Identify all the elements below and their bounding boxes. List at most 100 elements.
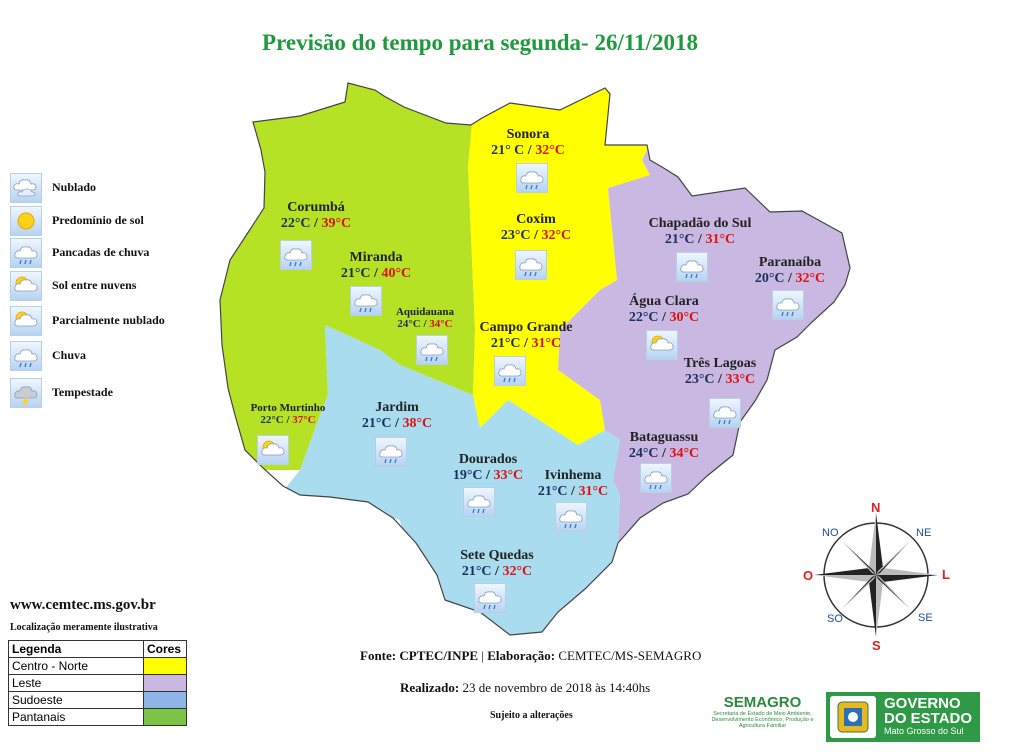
city-max-temp: 39°C bbox=[321, 216, 352, 231]
city-max-temp: 40°C bbox=[381, 266, 412, 281]
city-temps: 24°C / 34°C bbox=[628, 446, 700, 461]
city-temps: 23°C / 32°C bbox=[500, 228, 572, 243]
city-min-temp: 22°C bbox=[628, 310, 659, 325]
city-max-temp: 32°C bbox=[541, 228, 572, 243]
sun-icon bbox=[10, 206, 42, 236]
rain-icon bbox=[515, 250, 547, 280]
city-dourados: Dourados 19°C / 33°C bbox=[453, 452, 523, 484]
compass-no-label: NO bbox=[822, 527, 839, 539]
city-sete-quedas: Sete Quedas 21°C / 32°C bbox=[460, 548, 534, 580]
city-min-temp: 22°C bbox=[260, 414, 284, 426]
city-chapadao-do-sul: Chapadão do Sul 21°C / 31°C bbox=[649, 216, 752, 248]
source-line: Fonte: CPTEC/INPE | Elaboração: CEMTEC/M… bbox=[360, 648, 701, 664]
city-temps: 22°C / 37°C bbox=[260, 414, 316, 426]
rain-icon bbox=[474, 583, 506, 613]
color-row-sudoeste: Sudoeste bbox=[8, 691, 144, 709]
city-campo-grande: Campo Grande 21°C / 31°C bbox=[480, 320, 573, 352]
city-temps: 21°C / 40°C bbox=[340, 266, 412, 281]
sun-cloud-icon bbox=[10, 271, 42, 301]
city-temps: 20°C / 32°C bbox=[754, 271, 826, 286]
color-swatch-pantanais bbox=[143, 708, 187, 726]
legend-label: Parcialmente nublado bbox=[52, 313, 165, 327]
page-title: Previsão do tempo para segunda- 26/11/20… bbox=[262, 30, 698, 55]
color-table-header-color: Cores bbox=[143, 640, 187, 658]
city-temps: 21°C / 31°C bbox=[664, 232, 736, 247]
city-max-temp: 32°C bbox=[535, 143, 565, 158]
site-url[interactable]: www.cemtec.ms.gov.br bbox=[10, 597, 156, 613]
city-name: Sete Quedas bbox=[460, 548, 534, 563]
rain-icon bbox=[350, 286, 382, 316]
compass-ne-label: NE bbox=[916, 527, 932, 539]
city-min-temp: 23°C bbox=[684, 372, 715, 387]
city-name: Água Clara bbox=[629, 294, 699, 309]
city-max-temp: 31°C bbox=[578, 484, 609, 499]
city-name: Coxim bbox=[516, 212, 556, 227]
rain-icon bbox=[494, 356, 526, 386]
city-name: Porto Murtinho bbox=[250, 402, 326, 414]
source-separator: | bbox=[481, 648, 484, 663]
color-table-header-region: Legenda bbox=[8, 640, 144, 658]
city-name: Aquidauana bbox=[395, 306, 455, 318]
city-min-temp: 21°C bbox=[664, 232, 695, 247]
compass-o-label: O bbox=[803, 568, 814, 583]
rain-icon bbox=[516, 163, 548, 193]
region-sudoeste bbox=[280, 325, 620, 635]
city-bataguassu: Bataguassu 24°C / 34°C bbox=[629, 430, 699, 462]
city-temps: 19°C / 33°C bbox=[452, 468, 524, 483]
rain-icon bbox=[709, 398, 741, 428]
city-max-temp: 33°C bbox=[493, 468, 524, 483]
showers-icon bbox=[10, 238, 42, 268]
city-temps: 21°C / 38°C bbox=[361, 416, 433, 431]
legend-label: Predomínio de sol bbox=[52, 213, 144, 227]
city-agua-clara: Água Clara 22°C / 30°C bbox=[629, 294, 699, 326]
cloudy-icon bbox=[10, 173, 42, 203]
city-min-temp: 21°C bbox=[461, 564, 492, 579]
elaboration-label: Elaboração: bbox=[487, 648, 556, 663]
city-name: Sonora bbox=[506, 127, 550, 142]
city-min-temp: 20°C bbox=[754, 271, 785, 286]
city-coxim: Coxim 23°C / 32°C bbox=[501, 212, 571, 244]
elaboration-value: CEMTEC/MS-SEMAGRO bbox=[558, 648, 702, 663]
city-min-temp: 23°C bbox=[500, 228, 531, 243]
city-max-temp: 32°C bbox=[502, 564, 533, 579]
rain-icon bbox=[676, 252, 708, 282]
region-centro-norte bbox=[468, 83, 650, 445]
governo-line1: GOVERNO DO ESTADO bbox=[884, 695, 973, 727]
city-name: Corumbá bbox=[287, 200, 345, 215]
city-name: Chapadão do Sul bbox=[648, 216, 752, 231]
city-temps: 21°C / 31°C bbox=[537, 484, 609, 499]
city-ivinhema: Ivinhema 21°C / 31°C bbox=[538, 468, 608, 500]
semagro-name: SEMAGRO bbox=[723, 694, 802, 711]
source-value: CPTEC/INPE bbox=[399, 648, 479, 663]
compass-se-label: SE bbox=[918, 612, 933, 624]
partly-cloudy-icon bbox=[10, 306, 42, 336]
governo-logo: GOVERNO DO ESTADO Mato Grosso do Sul bbox=[826, 692, 980, 742]
city-max-temp: 34°C bbox=[429, 318, 453, 330]
compass-so-label: SO bbox=[827, 613, 843, 625]
color-swatch-centro-norte bbox=[143, 657, 187, 675]
legend-label: Chuva bbox=[52, 348, 87, 362]
color-row-leste: Leste bbox=[8, 674, 144, 692]
color-legend-table: Legenda Cores Centro - Norte Leste Sudoe… bbox=[8, 640, 187, 726]
city-min-temp: 21°C bbox=[340, 266, 371, 281]
semagro-logo: SEMAGRO Secretaria de Estado de Meio Amb… bbox=[705, 694, 820, 742]
city-name: Paranaíba bbox=[758, 255, 822, 270]
city-min-temp: 21°C bbox=[361, 416, 392, 431]
city-min-temp: 24°C bbox=[628, 446, 659, 461]
region-pantanais bbox=[220, 83, 500, 470]
city-temps: 21°C / 31°C bbox=[490, 336, 562, 351]
rain-icon bbox=[463, 487, 495, 517]
produced-label: Realizado: bbox=[400, 680, 460, 695]
subject-to-change: Sujeito a alterações bbox=[490, 710, 573, 721]
city-max-temp: 34°C bbox=[669, 446, 700, 461]
city-max-temp: 33°C bbox=[725, 372, 756, 387]
governo-line3: Mato Grosso do Sul bbox=[884, 726, 964, 736]
compass-s-label: S bbox=[872, 638, 881, 653]
produced-line: Realizado: 23 de novembro de 2018 às 14:… bbox=[400, 680, 650, 696]
city-temps: 24°C / 34°C bbox=[397, 318, 453, 330]
city-porto-murtinho: Porto Murtinho 22°C / 37°C bbox=[251, 402, 326, 426]
location-note: Localização meramente ilustrativa bbox=[10, 622, 158, 633]
rain-icon bbox=[416, 335, 448, 365]
city-temps: 22°C / 30°C bbox=[628, 310, 700, 325]
